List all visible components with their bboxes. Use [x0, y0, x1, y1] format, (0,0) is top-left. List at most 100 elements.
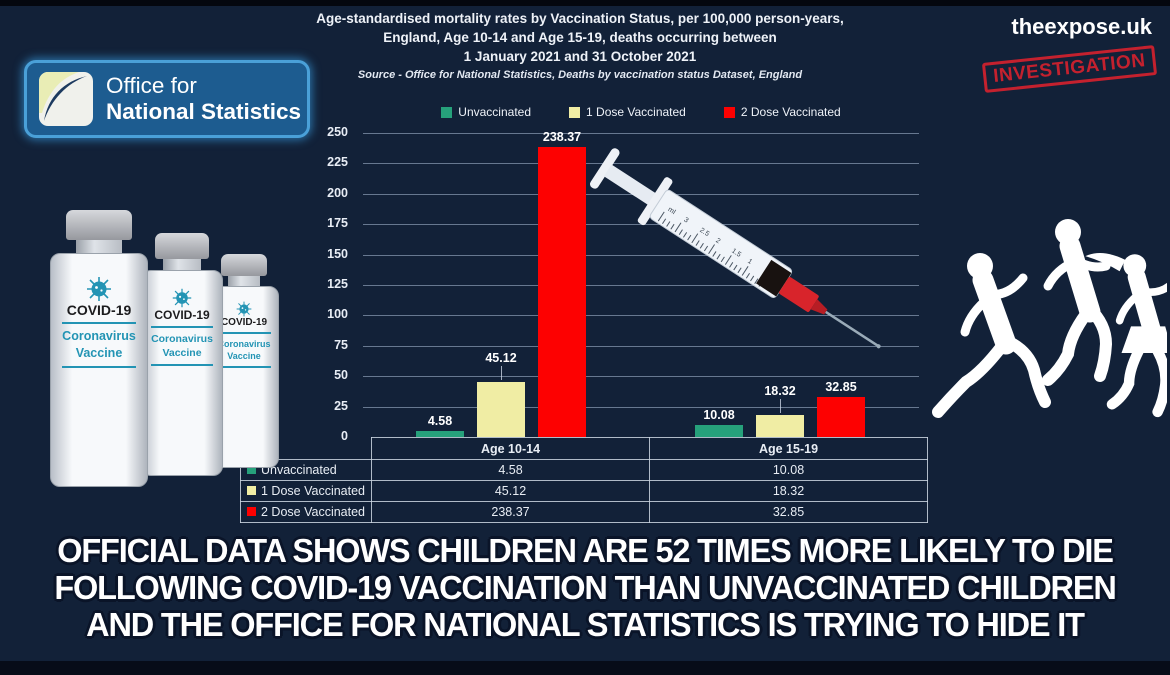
- bar-value-label: 238.37: [542, 130, 582, 145]
- table-value-cell: 32.85: [649, 501, 928, 523]
- table-column-header: Age 15-19: [649, 437, 928, 460]
- syringe-scale-label: 1.5: [730, 248, 742, 259]
- table-row: 2 Dose Vaccinated 238.37 32.85: [240, 501, 928, 523]
- caption-line2: FOLLOWING COVID-19 VACCINATION THAN UNVA…: [54, 570, 1116, 607]
- syringe-tick: [691, 233, 699, 244]
- table-value-cell: 18.32: [649, 480, 928, 502]
- ons-logo-line1: Office for: [106, 73, 197, 98]
- gridline: [363, 224, 919, 226]
- running-girl-silhouette: [1085, 253, 1167, 418]
- syringe-tick: [745, 272, 750, 279]
- chart-title-line1: Age-standardised mortality rates by Vacc…: [316, 11, 844, 26]
- headline-caption: OFFICIAL DATA SHOWS CHILDREN ARE 52 TIME…: [0, 533, 1170, 644]
- top-border-strip: [0, 0, 1170, 6]
- syringe-scale-label: 3: [682, 217, 689, 225]
- syringe-scale-label: 1: [746, 258, 753, 266]
- bar-2-dose-vaccinated: [538, 147, 586, 437]
- caption-line3: AND THE OFFICE FOR NATIONAL STATISTICS I…: [86, 607, 1085, 644]
- table-value-cell: 45.12: [371, 480, 650, 502]
- table-value-cell: 4.58: [371, 459, 650, 481]
- vaccine-vial: COVID-19 Coronavirus Vaccine: [141, 233, 223, 476]
- syringe-tick: [670, 223, 675, 230]
- y-axis: 0 25 50 75 100 125 150 175 200 225 250: [316, 125, 356, 443]
- legend-color-chip: [247, 465, 256, 474]
- bar-value-label: 4.58: [427, 414, 453, 429]
- ons-logo-line2: National Statistics: [106, 99, 302, 124]
- virus-icon: [87, 277, 111, 301]
- y-axis-tick-label: 250: [327, 125, 348, 139]
- table-row: 1 Dose Vaccinated 45.12 18.32: [240, 480, 928, 502]
- syringe-tick: [703, 245, 709, 252]
- table-row: Unvaccinated 4.58 10.08: [240, 459, 928, 481]
- ons-logo: Office for National Statistics: [24, 60, 310, 138]
- syringe-tick: [662, 218, 667, 225]
- syringe-tick: [687, 234, 692, 241]
- label-leader-line: [501, 366, 502, 381]
- vial-neck: [163, 259, 201, 270]
- bar-value-label: 32.85: [825, 380, 857, 395]
- vial-subtitle-line1: Coronavirus: [62, 329, 136, 343]
- gridline: [363, 254, 919, 256]
- table-value-cell: 238.37: [371, 501, 650, 523]
- y-axis-tick-label: 75: [334, 337, 348, 352]
- legend-item: 1 Dose Vaccinated: [569, 105, 686, 119]
- virus-icon: [172, 288, 192, 308]
- virus-icon: [236, 301, 252, 317]
- vaccine-vial: COVID-19 Coronavirus Vaccine: [50, 210, 148, 487]
- syringe-tick: [754, 278, 759, 284]
- vial-cap: [66, 210, 132, 240]
- gridline: [363, 376, 919, 378]
- chart-title-line2: England, Age 10-14 and Age 15-19, deaths…: [383, 30, 777, 45]
- running-boy-silhouette: [1042, 219, 1113, 386]
- legend-label: 1 Dose Vaccinated: [586, 105, 686, 119]
- y-axis-tick-label: 50: [334, 368, 348, 383]
- syringe-tick: [750, 275, 755, 282]
- syringe-scale-label: 2.5: [698, 227, 710, 238]
- bar-chart-plot-area: 4.58 45.12 238.37 10.08 18.32 32.85: [363, 130, 919, 437]
- syringe-tick: [716, 253, 721, 260]
- vial-label-divider: [150, 326, 214, 328]
- syringe-tick: [729, 262, 734, 268]
- legend-label: 2 Dose Vaccinated: [740, 105, 841, 119]
- series-name: 1 Dose Vaccinated: [261, 484, 365, 498]
- legend-color-chip: [247, 507, 256, 516]
- ons-logo-text: Office for National Statistics: [106, 73, 301, 125]
- label-leader-line: [780, 398, 781, 413]
- vial-title: COVID-19: [220, 317, 268, 328]
- vial-title: COVID-19: [66, 302, 132, 318]
- vial-cap: [221, 254, 267, 276]
- vial-neck: [76, 240, 122, 253]
- vial-body: COVID-19 Coronavirus Vaccine: [50, 253, 148, 487]
- syringe-scale-label: ml: [666, 206, 676, 216]
- syringe-tick: [657, 211, 665, 222]
- bar-value-label: 45.12: [485, 351, 517, 366]
- chart-source-note: Source - Office for National Statistics,…: [357, 69, 803, 81]
- syringe-scale-label: 2: [714, 237, 721, 245]
- vial-title: COVID-19: [154, 308, 210, 322]
- bar-value-label: 10.08: [703, 407, 735, 422]
- bar-value-label: 18.32: [764, 383, 796, 398]
- syringe-tick: [737, 267, 742, 274]
- vial-label-divider: [61, 366, 137, 368]
- gridline: [363, 406, 919, 408]
- site-name: theexpose.uk: [1011, 14, 1152, 39]
- vial-subtitle-line2: Vaccine: [75, 346, 123, 360]
- investigation-stamp: INVESTIGATION: [982, 45, 1158, 93]
- vial-body: COVID-19 Coronavirus Vaccine: [141, 270, 223, 476]
- vial-subtitle-line1: Coronavirus: [217, 339, 271, 349]
- chart-title-line3: 1 January 2021 and 31 October 2021: [463, 49, 697, 64]
- syringe-tick: [741, 266, 749, 276]
- syringe-tick: [666, 221, 671, 227]
- bar-unvaccinated: [695, 424, 743, 437]
- table-series-key: 1 Dose Vaccinated: [240, 480, 372, 502]
- legend-color-chip: [723, 106, 735, 118]
- chart-title-block: Age-standardised mortality rates by Vacc…: [285, 9, 875, 81]
- y-axis-tick-label: 175: [327, 216, 348, 231]
- y-axis-tick-label: 0: [341, 429, 348, 443]
- running-children-silhouette: [932, 219, 1167, 418]
- vial-cap: [155, 233, 209, 259]
- bar-1-dose-vaccinated: [477, 382, 525, 437]
- bar-2-dose-vaccinated: [817, 397, 865, 437]
- gridline: [363, 345, 919, 347]
